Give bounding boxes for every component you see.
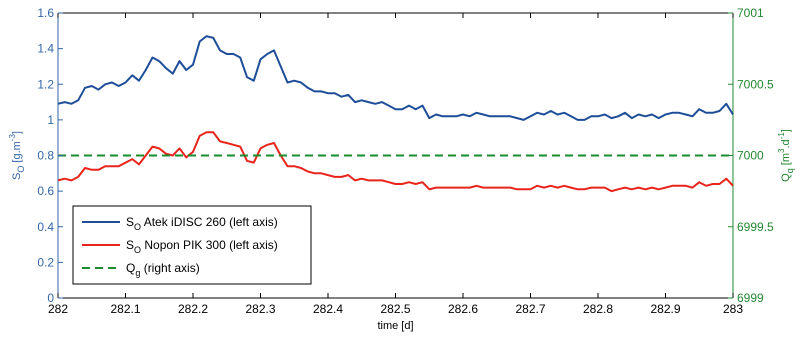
legend-label-main: S [126,238,134,252]
right-title-main: Q [780,173,792,182]
right-title-end: ] [780,129,792,132]
right-title-sup2: -1 [777,132,786,140]
left-y-tick-label: 0 [47,291,54,305]
right-title-mid: .d [780,139,792,148]
left-title-end: ] [11,131,23,134]
left-y-tick-label: 0.8 [37,149,54,163]
legend: SO Atek iDISC 260 (left axis)SO Nopon PI… [72,205,312,285]
right-y-tick-label: 7000.5 [737,77,774,91]
left-y-tick-label: 1.4 [37,42,54,56]
left-title-sup: -3 [8,134,17,142]
x-tick-label: 283 [723,302,743,316]
left-y-tick-label: 1.2 [37,77,54,91]
right-title-sub: q [785,168,795,173]
right-y-tick-label: 6999.5 [737,220,774,234]
legend-label-sub: O [134,222,141,232]
x-tick-label: 282.5 [380,302,410,316]
series-line-0 [57,35,734,121]
x-tick-label: 282.3 [245,302,275,316]
x-axis-title: time [d] [377,320,413,332]
ticks-layer: 282 282.1 282.2 282.3 282.4 282.5 282.6 282.7 28… [37,6,774,316]
legend-label-1: SO Nopon PIK 300 (left axis) [126,238,278,255]
right-y-tick-label: 7000 [737,149,764,163]
left-title-sub: O [16,166,26,173]
right-y-axis-title: Qq [m3.d-1] [777,129,795,182]
x-tick-label: 282.2 [178,302,208,316]
x-tick-label: 282 [48,302,68,316]
labels-layer: time [d] SO [g.m-3]Qq [m3.d-1] [8,129,795,332]
x-tick-label: 282.8 [583,302,613,316]
right-y-tick-label: 7001 [737,6,764,20]
legend-label-main: S [126,215,134,229]
right-title-rest: [m [780,153,792,168]
legend-label-rest: Atek iDISC 260 (left axis) [141,215,278,229]
series-layer [57,35,734,193]
left-y-tick-label: 0.2 [37,255,54,269]
legend-label-rest: (right axis) [140,261,199,275]
x-tick-label: 282.9 [650,302,680,316]
left-title-main: S [11,173,23,180]
legend-label-2: Qg (right axis) [126,261,200,278]
legend-label-main: Q [126,261,135,275]
left-y-tick-label: 1.6 [37,6,54,20]
series-line-1 [57,131,734,193]
x-tick-label: 282.1 [110,302,140,316]
x-tick-label: 282.6 [448,302,478,316]
right-y-tick-label: 6999 [737,291,764,305]
legend-label-sub: O [134,245,141,255]
left-title-rest: [g.m [11,141,23,165]
legend-label-rest: Nopon PIK 300 (left axis) [141,238,278,252]
right-title-sup1: 3 [777,148,786,153]
x-tick-label: 282.4 [313,302,343,316]
left-y-axis-title: SO [g.m-3] [8,131,26,180]
x-tick-label: 282.7 [515,302,545,316]
legend-label-sub: g [135,268,140,278]
legend-label-0: SO Atek iDISC 260 (left axis) [126,215,278,232]
left-y-tick-label: 0.4 [37,220,54,234]
left-y-tick-label: 0.6 [37,184,54,198]
left-y-tick-label: 1 [47,113,54,127]
